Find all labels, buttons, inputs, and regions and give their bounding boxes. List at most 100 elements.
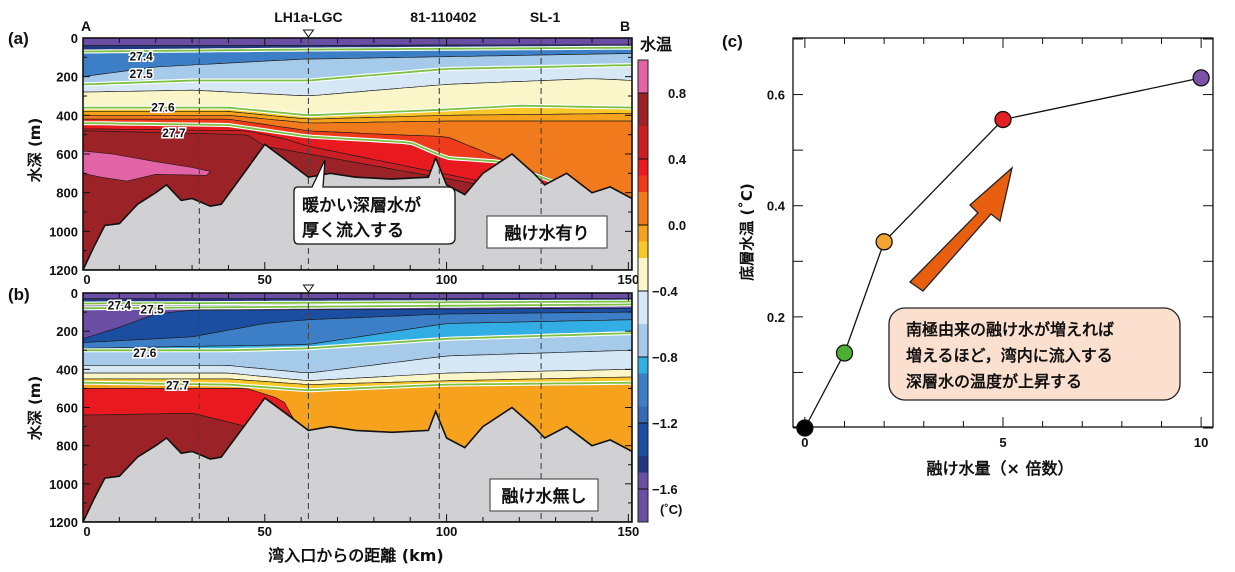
- y-tick-label: 1200: [49, 263, 78, 278]
- isopycnal-line: [83, 46, 632, 53]
- colorbar-unit: (˚C): [660, 502, 682, 517]
- colorbar-segment: [638, 126, 648, 159]
- annotation-box-c-frame: [888, 307, 1181, 401]
- isopycnal-line: [83, 122, 632, 213]
- density-contour-label: 27.4: [129, 49, 153, 63]
- data-point: [994, 110, 1012, 129]
- scenario-label-a: 融け水有り: [505, 223, 590, 244]
- y-tick-label: 800: [56, 186, 78, 201]
- panel-c-label: (c): [722, 32, 743, 51]
- density-contour-label: 27.5: [140, 302, 164, 316]
- y-tick-label: 400: [56, 362, 78, 377]
- colorbar-segment: [638, 159, 648, 176]
- temperature-band: [83, 38, 632, 46]
- annotation-line-2: 増えるほど，湾内に流入する: [906, 346, 1113, 365]
- colorbar-tick-label: −1.6: [652, 482, 678, 497]
- endpoint-a-label: A: [81, 18, 91, 34]
- isopycnal-line: [83, 381, 632, 392]
- station-label: LH1a-LGC: [274, 9, 342, 25]
- colorbar-segment: [638, 175, 648, 192]
- colorbar-segment: [638, 456, 648, 473]
- density-contour-label: 27.6: [133, 346, 157, 360]
- station-label: 81-110402: [410, 9, 476, 25]
- colorbar-segment: [638, 192, 648, 225]
- panel-b-ylabel: 水深 (m): [26, 376, 44, 441]
- x-tick-label: 0: [83, 524, 90, 539]
- section-xlabel: 湾入口からの距離 (km): [268, 546, 444, 565]
- y-tick-label: 400: [56, 108, 78, 123]
- x-tick-label: 50: [258, 272, 272, 287]
- y-tick-label: 1000: [49, 477, 78, 492]
- colorbar-tick-label: 0.4: [668, 152, 687, 167]
- y-tick-label: 600: [56, 147, 78, 162]
- station-triangle-icon: [302, 284, 315, 293]
- colorbar: 0.8 0.4 0.0 −0.4 −0.8 −1.2 −1.6: [637, 59, 687, 523]
- colorbar-segment: [638, 60, 648, 93]
- colorbar-tick-label: 0.0: [668, 218, 686, 233]
- station-label: SL-1: [530, 9, 561, 25]
- annotation-line-3: 深層水の温度が上昇する: [906, 372, 1082, 391]
- x-tick-label: 10: [1194, 435, 1208, 450]
- colorbar-tick-label: −0.8: [652, 350, 678, 365]
- colorbar-segment: [638, 93, 648, 126]
- y-tick-label: 600: [56, 401, 78, 416]
- colorbar-segment: [638, 373, 648, 407]
- endpoint-b-label: B: [620, 18, 630, 34]
- colorbar-segment: [638, 291, 648, 324]
- callout-bubble: [293, 159, 456, 245]
- x-tick-label: 5: [999, 435, 1006, 450]
- density-contour-label: 27.6: [151, 101, 175, 115]
- y-tick-label: 1000: [49, 224, 78, 239]
- y-tick-label: 0: [71, 286, 78, 301]
- annotation-line-1: 南極由来の融け水が増えれば: [906, 320, 1114, 339]
- density-contour-label: 27.5: [129, 67, 153, 81]
- callout-warm-deep-water: 暖かい深層水が 厚く流入する: [293, 159, 456, 245]
- temperature-band: [83, 293, 632, 299]
- panel-a-ylabel: 水深 (m): [26, 118, 44, 183]
- density-contour-label: 27.7: [166, 379, 190, 393]
- density-contour-label: 27.7: [162, 126, 186, 140]
- colorbar-segment: [638, 258, 648, 291]
- callout-line-1: 暖かい深層水が: [302, 195, 421, 216]
- y-tick-label: 0: [71, 31, 78, 46]
- x-tick-label: 150: [618, 272, 640, 287]
- data-point: [835, 344, 854, 362]
- colorbar-segment: [638, 225, 648, 242]
- isopycnal-line: [83, 300, 632, 305]
- x-tick-label: 0: [801, 435, 808, 450]
- annotation-box-c: 南極由来の融け水が増えれば 増えるほど，湾内に流入する 深層水の温度が上昇する: [888, 307, 1181, 401]
- colorbar-title: 水温: [640, 35, 672, 54]
- scenario-box-b: 融け水無し: [489, 478, 599, 512]
- scenario-label-b: 融け水無し: [502, 486, 587, 507]
- colorbar-segment: [638, 472, 648, 522]
- panel-a-label: (a): [8, 29, 29, 48]
- warm-core-pink: [83, 150, 211, 182]
- colorbar-segment: [638, 324, 648, 357]
- y-tick-label: 800: [56, 439, 78, 454]
- isopycnal-line: [83, 64, 632, 86]
- colorbar-segment: [638, 406, 648, 423]
- data-point: [796, 419, 814, 437]
- x-tick-label: 100: [436, 524, 458, 539]
- isopycnal-line: [83, 303, 632, 310]
- colorbar-segment: [638, 241, 648, 258]
- scenario-box-b-frame: [489, 478, 599, 512]
- x-tick-label: 150: [618, 524, 640, 539]
- panel-c-ylabel: 底層水温 (˚C): [738, 183, 756, 280]
- data-point: [1192, 69, 1210, 87]
- scenario-box-a-frame: [486, 215, 608, 249]
- density-contour-label: 27.4: [108, 298, 132, 312]
- colorbar-tick-label: −0.4: [652, 284, 678, 299]
- x-tick-label: 100: [436, 272, 458, 287]
- scenario-box-a: 融け水有り: [486, 215, 608, 249]
- callout-line-2: 厚く流入する: [302, 220, 404, 241]
- colorbar-segment: [638, 357, 648, 374]
- colorbar-segment: [638, 423, 648, 456]
- panel-b-label: (b): [8, 285, 30, 304]
- y-tick-label: 200: [56, 324, 78, 339]
- data-point: [875, 233, 893, 251]
- station-triangle-icon: [302, 29, 315, 38]
- colorbar-tick-label: −1.2: [652, 416, 678, 431]
- isopycnal-line: [83, 332, 632, 352]
